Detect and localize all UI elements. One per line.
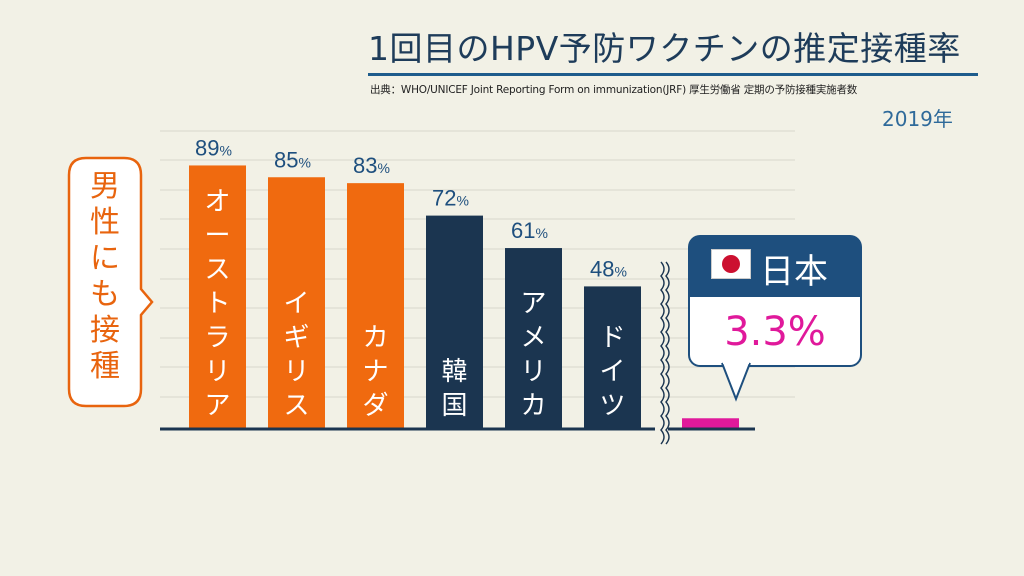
bar-3 (426, 215, 483, 428)
flag-sun (722, 255, 740, 273)
bar-6 (682, 418, 739, 428)
japan-callout-pointer (721, 360, 751, 402)
japan-callout: 日本 3.3% (688, 235, 862, 402)
category-label-char: ツ (599, 391, 625, 421)
male-vaccination-callout: 男 性 に も 接 種 (67, 156, 154, 408)
bar-2 (347, 183, 404, 428)
japan-callout-header: 日本 (688, 235, 862, 297)
bar-5 (584, 286, 641, 428)
data-label: 61% (511, 218, 548, 243)
data-label: 83% (353, 153, 390, 178)
category-label-char: ス (204, 255, 230, 285)
callout-char: 男 (90, 169, 120, 204)
category-label-char: ラ (204, 323, 230, 353)
category-label-char: イ (599, 357, 625, 387)
category-label-char: ア (520, 289, 546, 319)
source-note: 出典：WHO/UNICEF Joint Reporting Form on im… (370, 84, 858, 96)
bar-1 (268, 177, 325, 428)
bar-0 (189, 165, 246, 428)
category-label-char: 国 (441, 391, 467, 421)
category-label-char: ー (204, 221, 230, 251)
category-label-char: ト (204, 289, 230, 319)
chart-title: 1回目のHPV予防ワクチンの推定接種率 (368, 29, 961, 68)
category-label-char: メ (520, 323, 546, 353)
callout-bubble-shape (67, 156, 154, 408)
category-label-char: リ (520, 357, 546, 387)
data-label: 89% (195, 135, 232, 160)
category-label-char: ド (599, 323, 625, 353)
japan-callout-body: 3.3% (688, 297, 862, 367)
japan-label: 日本 (760, 252, 828, 292)
category-label-char: オ (204, 187, 230, 217)
category-label-char: 韓 (441, 357, 467, 387)
japan-flag-icon (711, 249, 751, 279)
japan-value: 3.3% (724, 309, 826, 355)
axis-break-line (660, 261, 665, 445)
callout-char: 接 (90, 313, 120, 348)
category-label-char: ダ (362, 391, 388, 421)
category-label-char: リ (204, 357, 230, 387)
year-label: 2019年 (882, 107, 953, 131)
category-label-char: ナ (362, 357, 388, 387)
category-label-char: イ (283, 289, 309, 319)
category-label-char: カ (362, 323, 388, 353)
data-label: 85% (274, 147, 311, 172)
callout-text: 男 性 に も 接 種 (68, 169, 142, 385)
callout-char: 種 (90, 349, 120, 384)
axis-break-line (665, 261, 670, 445)
data-label: 48% (590, 256, 627, 281)
callout-char: に (90, 241, 120, 276)
category-label-char: ア (204, 391, 230, 421)
bar-4 (505, 248, 562, 428)
callout-char: も (90, 277, 120, 312)
category-label-char: カ (520, 391, 546, 421)
callout-char: 性 (90, 205, 120, 240)
category-label-char: ス (283, 391, 309, 421)
category-label-char: ギ (283, 323, 309, 353)
data-label: 72% (432, 186, 469, 211)
title-underline (368, 73, 978, 76)
category-label-char: リ (283, 357, 309, 387)
